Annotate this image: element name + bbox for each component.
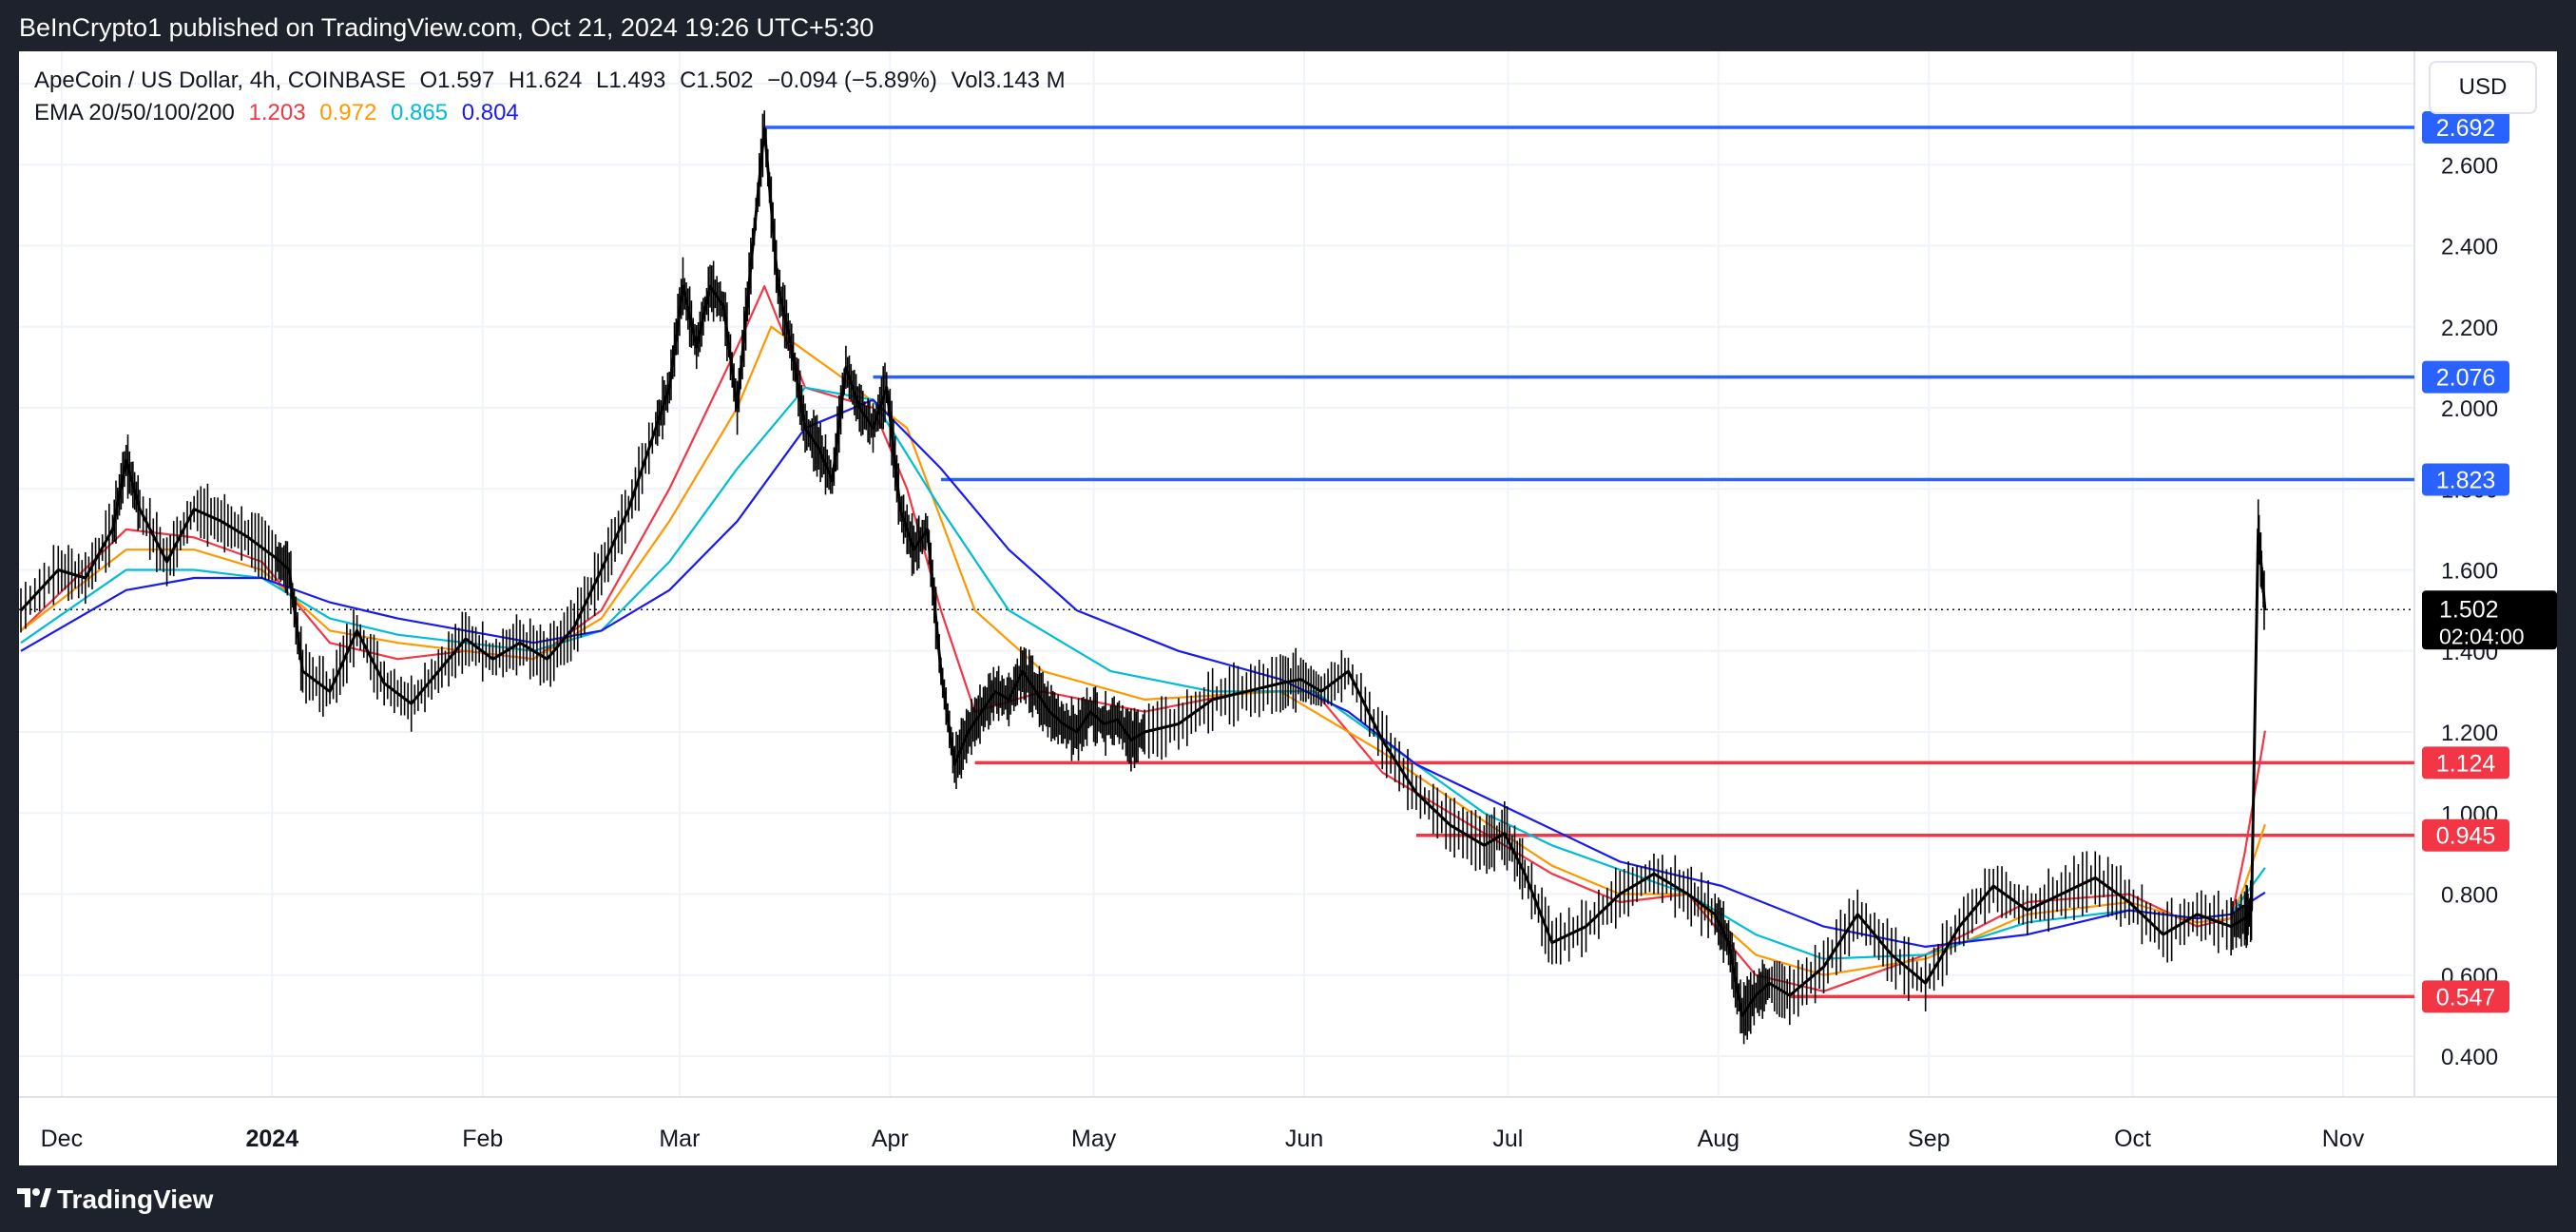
y-tick-label: 2.200 [2441, 316, 2498, 341]
ema-row: EMA 20/50/100/200 1.203 0.972 0.865 0.80… [34, 97, 1066, 129]
x-tick-label: Oct [2114, 1126, 2151, 1152]
tradingview-logo-icon [17, 1188, 51, 1207]
x-tick-label: Sep [1908, 1126, 1950, 1152]
x-tick-label: Feb [462, 1126, 503, 1152]
symbol-title: ApeCoin / US Dollar, 4h, COINBASE [34, 67, 406, 93]
level-badge [2422, 463, 2509, 496]
ema20-value: 1.203 [248, 100, 306, 125]
level-badge [2422, 980, 2509, 1013]
support-resistance-levels [19, 125, 2414, 999]
x-tick-label: Apr [872, 1126, 909, 1152]
ema50-value: 0.972 [319, 100, 377, 125]
level-badge [2422, 746, 2509, 780]
publish-bar: BeInCrypto1 published on TradingView.com… [0, 0, 2576, 51]
price-chart[interactable]: 0.4000.6000.8001.0001.2001.4001.6001.800… [19, 51, 2557, 1165]
ema-line-ema100 [20, 386, 2266, 960]
footer-bar: TradingView [0, 1165, 2576, 1232]
x-tick-label: Aug [1698, 1126, 1740, 1152]
level-badge [2422, 111, 2509, 144]
y-tick-label: 0.400 [2441, 1045, 2498, 1070]
symbol-row: ApeCoin / US Dollar, 4h, COINBASE O1.597… [34, 65, 1066, 97]
y-tick-label: 2.000 [2441, 396, 2498, 422]
last-price-badge [2422, 590, 2557, 650]
high-value: H1.624 [508, 67, 583, 93]
level-badge [2422, 360, 2509, 394]
y-tick-label: 1.200 [2441, 721, 2498, 746]
level-label: 1.124 [2436, 750, 2496, 777]
currency-button[interactable]: USD [2429, 61, 2537, 114]
time-axis: Dec 2024 Feb Mar Apr May Jun Jul Aug Sep Oct Nov [41, 1126, 2365, 1152]
level-label: 2.692 [2436, 115, 2496, 142]
ema-label: EMA 20/50/100/200 [34, 100, 235, 125]
ema100-value: 0.865 [390, 100, 449, 125]
y-tick-label: 2.600 [2441, 153, 2498, 179]
ema200-value: 0.804 [461, 100, 519, 125]
y-tick-label: 2.400 [2441, 235, 2498, 260]
level-label: 1.823 [2436, 467, 2496, 493]
level-badge [2422, 818, 2509, 852]
change-value: −0.094 (−5.89%) [767, 67, 937, 93]
footer-brand: TradingView [57, 1184, 214, 1214]
open-value: O1.597 [419, 67, 495, 93]
y-tick-label: 0.800 [2441, 883, 2498, 909]
volume-value: Vol3.143 M [951, 67, 1066, 93]
ema-line-ema50 [20, 325, 2266, 976]
x-tick-label: Dec [41, 1126, 83, 1152]
x-tick-label: Nov [2322, 1126, 2365, 1152]
chart-legend: ApeCoin / US Dollar, 4h, COINBASE O1.597… [34, 65, 1066, 129]
close-value: C1.502 [680, 67, 754, 93]
last-price-value: 1.502 [2439, 596, 2499, 623]
level-label: 0.945 [2436, 823, 2496, 850]
x-tick-label: Jun [1285, 1126, 1323, 1152]
x-tick-label: May [1071, 1126, 1117, 1152]
level-label: 0.547 [2436, 984, 2496, 1011]
last-price-countdown: 02:04:00 [2439, 624, 2525, 648]
price-axis: 0.4000.6000.8001.0001.2001.4001.6001.800… [2441, 72, 2498, 1070]
x-tick-label: Mar [659, 1126, 700, 1152]
publish-info: BeInCrypto1 published on TradingView.com… [19, 13, 875, 42]
price-series [19, 110, 2267, 1045]
level-label: 2.076 [2436, 365, 2496, 392]
y-tick-label: 1.600 [2441, 559, 2498, 585]
x-tick-label: 2024 [245, 1126, 298, 1152]
x-tick-label: Jul [1492, 1126, 1523, 1152]
grid-lines [19, 51, 2557, 1098]
chart-panel[interactable]: 0.4000.6000.8001.0001.2001.4001.6001.800… [19, 51, 2557, 1165]
low-value: L1.493 [595, 67, 666, 93]
